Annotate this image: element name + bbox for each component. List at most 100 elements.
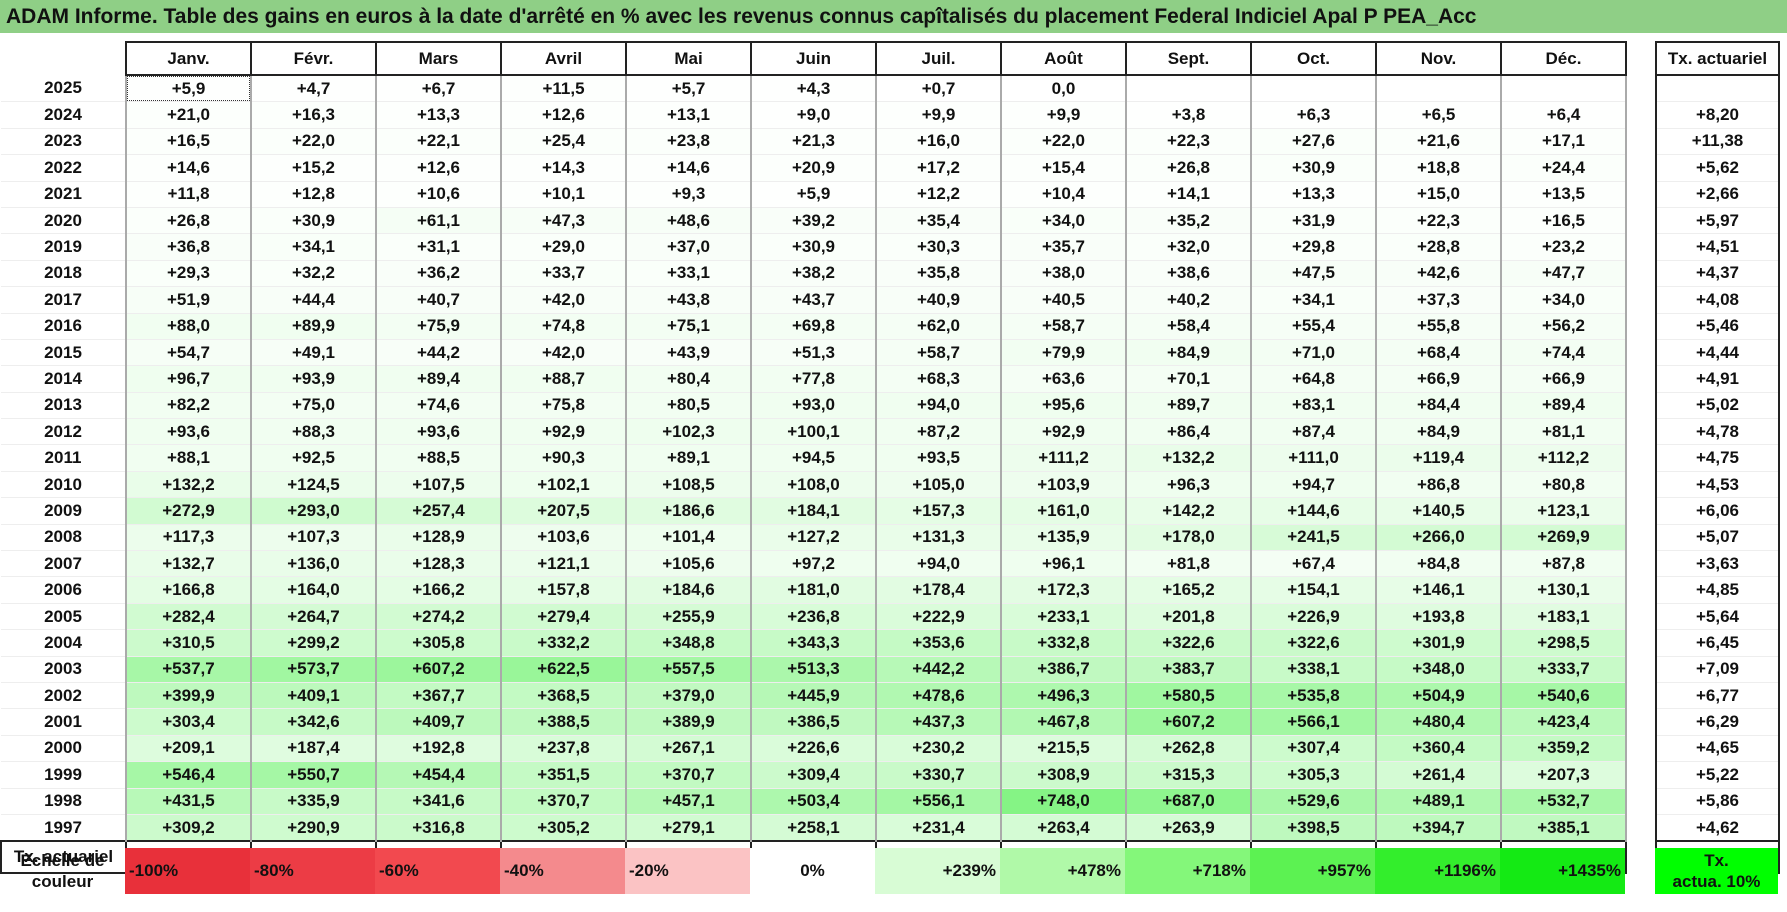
value-cell: +263,4 <box>1000 814 1127 842</box>
tx-cell: +5,07 <box>1655 524 1780 552</box>
value-cell: +308,9 <box>1000 761 1127 789</box>
value-cell: +93,5 <box>875 444 1002 472</box>
value-cell: +35,2 <box>1125 207 1252 235</box>
value-cell: +132,7 <box>125 550 252 578</box>
value-cell: +343,3 <box>750 629 877 657</box>
value-cell: +87,8 <box>1500 550 1627 578</box>
table-row: 2024 +21,0 +16,3 +13,3 +12,6 +13,1 +9,0 +9,9 +9,… <box>1 101 1780 129</box>
scale-swatch: -40% <box>500 848 625 894</box>
scale-swatch: +718% <box>1125 848 1250 894</box>
value-cell: +38,2 <box>750 260 877 288</box>
month-header: Avril <box>500 41 627 76</box>
value-cell: +226,6 <box>750 735 877 763</box>
value-cell: +423,4 <box>1500 708 1627 736</box>
tx-cell: +4,65 <box>1655 735 1780 763</box>
value-cell: +88,5 <box>375 444 502 472</box>
value-cell: +31,1 <box>375 233 502 261</box>
month-header: Mars <box>375 41 502 76</box>
table-row: 2019 +36,8 +34,1 +31,1 +29,0 +37,0 +30,9 +30,3 +… <box>1 233 1780 261</box>
value-cell: +30,9 <box>750 233 877 261</box>
value-cell: +39,2 <box>750 207 877 235</box>
value-cell: +90,3 <box>500 444 627 472</box>
value-cell: +100,1 <box>750 418 877 446</box>
year-cell: 1999 <box>1 761 126 789</box>
value-cell: +187,4 <box>250 735 377 763</box>
value-cell: +66,9 <box>1375 365 1502 393</box>
value-cell: +394,7 <box>1375 814 1502 842</box>
value-cell: +33,7 <box>500 260 627 288</box>
spacer <box>1626 260 1656 287</box>
value-cell: +537,7 <box>125 656 252 683</box>
value-cell: +27,6 <box>1250 128 1377 156</box>
value-cell <box>1125 74 1252 103</box>
value-cell: +385,1 <box>1500 814 1627 842</box>
value-cell: +193,8 <box>1375 603 1502 631</box>
value-cell: +111,0 <box>1250 444 1377 472</box>
value-cell: +236,8 <box>750 603 877 631</box>
value-cell: +74,8 <box>500 313 627 340</box>
value-cell: +9,0 <box>750 101 877 129</box>
value-cell: +26,8 <box>1125 154 1252 182</box>
value-cell: +360,4 <box>1375 735 1502 763</box>
value-cell: +94,0 <box>875 550 1002 578</box>
value-cell: +92,5 <box>250 444 377 472</box>
month-header: Déc. <box>1500 41 1627 76</box>
value-cell: +83,1 <box>1250 392 1377 420</box>
value-cell: +93,6 <box>375 418 502 446</box>
value-cell: +370,7 <box>625 761 752 789</box>
value-cell: +341,6 <box>375 788 502 815</box>
table-row: 2017 +51,9 +44,4 +40,7 +42,0 +43,8 +43,7 +40,9 +… <box>1 286 1780 314</box>
value-cell: +566,1 <box>1250 708 1377 736</box>
value-cell: +184,6 <box>625 576 752 604</box>
value-cell: +80,5 <box>625 392 752 420</box>
value-cell: +92,9 <box>500 418 627 446</box>
value-cell: +166,8 <box>125 576 252 604</box>
value-cell: +532,7 <box>1500 788 1627 815</box>
value-cell: +10,6 <box>375 181 502 208</box>
color-scale-label: Echelle de couleur <box>0 848 125 894</box>
tx-cell: +5,86 <box>1655 788 1780 815</box>
value-cell: +9,9 <box>1000 101 1127 129</box>
value-cell: +47,7 <box>1500 260 1627 288</box>
value-cell: +75,0 <box>250 392 377 420</box>
value-cell: +111,2 <box>1000 444 1127 472</box>
value-cell: +29,0 <box>500 233 627 261</box>
table-row: 2009 +272,9 +293,0 +257,4 +207,5 +186,6 +184,1… <box>1 497 1780 525</box>
value-cell: +23,8 <box>625 128 752 156</box>
value-cell: +13,3 <box>1250 181 1377 208</box>
value-cell: +88,0 <box>125 313 252 340</box>
value-cell: +207,5 <box>500 497 627 525</box>
value-cell: +262,8 <box>1125 735 1252 763</box>
year-cell: 2006 <box>1 576 126 604</box>
value-cell: +26,8 <box>125 207 252 235</box>
value-cell: +442,2 <box>875 656 1002 683</box>
value-cell: +102,1 <box>500 471 627 499</box>
value-cell: +33,1 <box>625 260 752 288</box>
year-cell: 2023 <box>1 128 126 156</box>
value-cell: +44,2 <box>375 339 502 367</box>
spacer <box>1626 392 1656 419</box>
value-cell: +128,9 <box>375 524 502 552</box>
spacer <box>1626 128 1656 155</box>
scale-swatch: +478% <box>1000 848 1125 894</box>
value-cell: +157,3 <box>875 497 1002 525</box>
value-cell: +97,2 <box>750 550 877 578</box>
value-cell: 0,0 <box>1000 74 1127 103</box>
value-cell: +367,7 <box>375 682 502 710</box>
value-cell: +687,0 <box>1125 788 1252 815</box>
tx-cell: +4,51 <box>1655 233 1780 261</box>
value-cell: +10,4 <box>1000 181 1127 208</box>
tx-legend-line1: Tx. <box>1704 851 1729 870</box>
value-cell: +94,7 <box>1250 471 1377 499</box>
value-cell: +6,3 <box>1250 101 1377 129</box>
value-cell: +86,4 <box>1125 418 1252 446</box>
value-cell: +546,4 <box>125 761 252 789</box>
value-cell: +81,1 <box>1500 418 1627 446</box>
value-cell: +383,7 <box>1125 656 1252 683</box>
tx-cell: +5,97 <box>1655 207 1780 235</box>
value-cell <box>1500 74 1627 103</box>
table-row: 1997 +309,2 +290,9 +316,8 +305,2 +279,1 +258,1… <box>1 814 1780 842</box>
tx-cell: +4,37 <box>1655 260 1780 288</box>
value-cell: +316,8 <box>375 814 502 842</box>
value-cell: +131,3 <box>875 524 1002 552</box>
